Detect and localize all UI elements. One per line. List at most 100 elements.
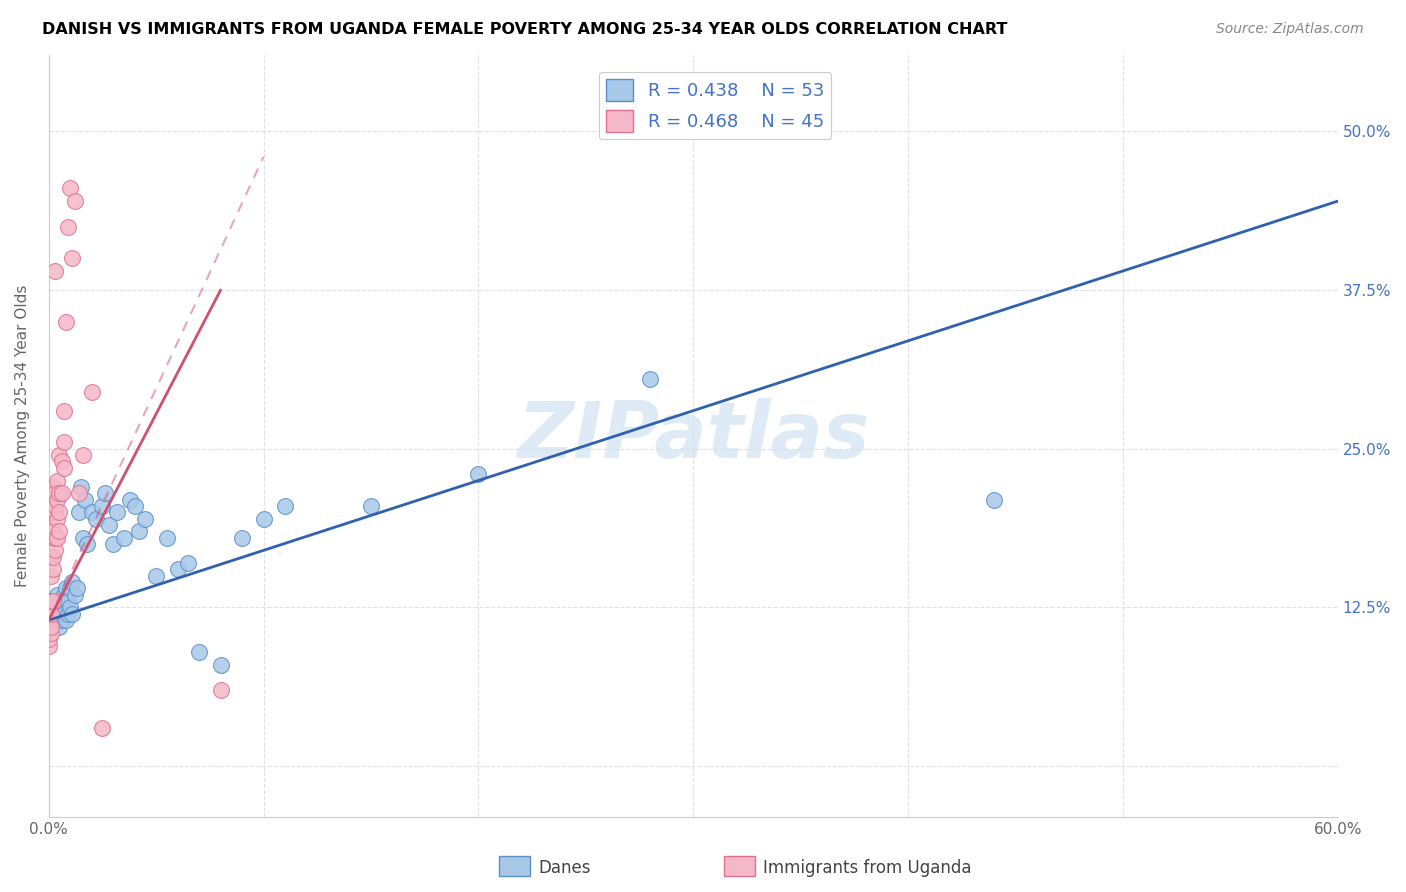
Point bbox=[38, 632, 60, 647]
Point bbox=[48, 505, 70, 519]
Point bbox=[134, 511, 156, 525]
Point bbox=[177, 556, 200, 570]
Point bbox=[52, 588, 75, 602]
Point bbox=[67, 505, 90, 519]
Text: Source: ZipAtlas.com: Source: ZipAtlas.com bbox=[1216, 22, 1364, 37]
Point bbox=[124, 499, 146, 513]
Point bbox=[56, 594, 79, 608]
Point bbox=[55, 613, 77, 627]
Point bbox=[103, 537, 125, 551]
Point bbox=[52, 403, 75, 417]
Point bbox=[44, 499, 66, 513]
Point bbox=[91, 499, 114, 513]
Point bbox=[48, 448, 70, 462]
Point bbox=[39, 619, 62, 633]
Point bbox=[51, 613, 73, 627]
Point bbox=[983, 492, 1005, 507]
Point bbox=[467, 467, 489, 482]
Point bbox=[80, 505, 103, 519]
Point bbox=[120, 492, 142, 507]
Text: ZIPatlas: ZIPatlas bbox=[517, 398, 869, 474]
Point bbox=[97, 518, 120, 533]
Point bbox=[46, 531, 69, 545]
Point bbox=[156, 531, 179, 545]
Point bbox=[44, 505, 66, 519]
Point bbox=[112, 531, 135, 545]
Point bbox=[63, 588, 86, 602]
Point bbox=[42, 549, 65, 564]
Point bbox=[166, 562, 188, 576]
Point bbox=[44, 486, 66, 500]
Point bbox=[52, 460, 75, 475]
Point bbox=[70, 480, 93, 494]
Point bbox=[360, 499, 382, 513]
Y-axis label: Female Poverty Among 25-34 Year Olds: Female Poverty Among 25-34 Year Olds bbox=[15, 285, 30, 587]
Point bbox=[188, 645, 211, 659]
Point bbox=[51, 454, 73, 468]
Point bbox=[93, 486, 115, 500]
Point bbox=[52, 607, 75, 621]
Point bbox=[38, 619, 60, 633]
Point bbox=[75, 492, 97, 507]
Point bbox=[46, 511, 69, 525]
Point bbox=[48, 619, 70, 633]
Text: DANISH VS IMMIGRANTS FROM UGANDA FEMALE POVERTY AMONG 25-34 YEAR OLDS CORRELATIO: DANISH VS IMMIGRANTS FROM UGANDA FEMALE … bbox=[42, 22, 1008, 37]
Point bbox=[56, 607, 79, 621]
Point bbox=[59, 181, 82, 195]
Point bbox=[42, 562, 65, 576]
Text: Immigrants from Uganda: Immigrants from Uganda bbox=[763, 859, 972, 877]
Point bbox=[44, 264, 66, 278]
Point bbox=[42, 594, 65, 608]
Text: Danes: Danes bbox=[538, 859, 591, 877]
Point bbox=[51, 600, 73, 615]
Point bbox=[145, 568, 167, 582]
Point bbox=[38, 639, 60, 653]
Point bbox=[42, 480, 65, 494]
Point bbox=[76, 537, 98, 551]
Point bbox=[46, 492, 69, 507]
Point bbox=[44, 543, 66, 558]
Point bbox=[66, 582, 89, 596]
Point bbox=[274, 499, 297, 513]
Point bbox=[51, 486, 73, 500]
Point bbox=[63, 194, 86, 209]
Point bbox=[84, 511, 107, 525]
Point bbox=[39, 626, 62, 640]
Point bbox=[252, 511, 274, 525]
Point bbox=[42, 600, 65, 615]
Point bbox=[39, 549, 62, 564]
Point bbox=[48, 594, 70, 608]
Point bbox=[38, 600, 60, 615]
Point bbox=[59, 582, 82, 596]
Point bbox=[80, 384, 103, 399]
Point bbox=[39, 607, 62, 621]
Point bbox=[42, 505, 65, 519]
Point bbox=[46, 588, 69, 602]
Point bbox=[48, 607, 70, 621]
Point bbox=[72, 448, 94, 462]
Point bbox=[72, 531, 94, 545]
Point bbox=[48, 524, 70, 539]
Point bbox=[44, 594, 66, 608]
Point bbox=[44, 531, 66, 545]
Point bbox=[56, 219, 79, 234]
Point bbox=[107, 505, 129, 519]
Point bbox=[209, 657, 232, 672]
Point bbox=[46, 607, 69, 621]
Point bbox=[60, 607, 83, 621]
Point bbox=[60, 575, 83, 590]
Point bbox=[231, 531, 253, 545]
Point bbox=[59, 600, 82, 615]
Point bbox=[48, 486, 70, 500]
Point bbox=[91, 721, 114, 735]
Point bbox=[39, 619, 62, 633]
Point bbox=[52, 435, 75, 450]
Point bbox=[55, 315, 77, 329]
Point bbox=[39, 594, 62, 608]
Point bbox=[44, 613, 66, 627]
Point bbox=[46, 474, 69, 488]
Legend: R = 0.438    N = 53, R = 0.468    N = 45: R = 0.438 N = 53, R = 0.468 N = 45 bbox=[599, 71, 831, 139]
Point bbox=[55, 582, 77, 596]
Point bbox=[42, 524, 65, 539]
Point bbox=[209, 683, 232, 698]
